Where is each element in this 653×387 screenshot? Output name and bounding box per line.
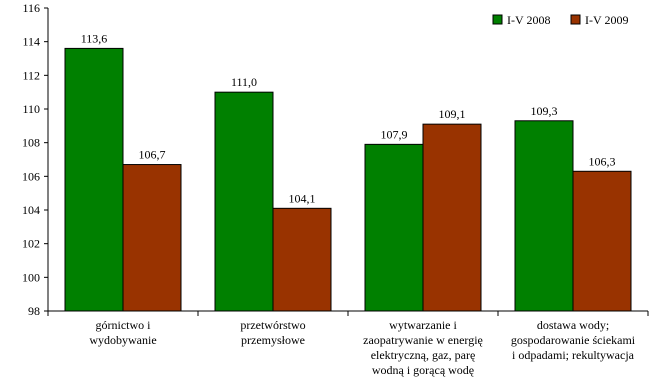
data-label: 109,3 — [531, 104, 558, 118]
category-label: elektryczną, gaz, parę — [371, 348, 476, 362]
y-tick-label: 104 — [22, 203, 40, 217]
category-label: i odpadami; rekultywacja — [512, 348, 635, 362]
y-tick-label: 110 — [22, 102, 40, 116]
legend-swatch — [492, 14, 503, 25]
data-label: 111,0 — [231, 75, 257, 89]
data-label: 113,6 — [81, 31, 108, 45]
bar-i-v-2009 — [122, 164, 182, 312]
category-label: wydobywanie — [89, 333, 156, 347]
category-label: dostawa wody; — [537, 318, 609, 332]
y-tick-label: 98 — [28, 304, 40, 318]
y-tick-label: 100 — [22, 270, 40, 284]
bars — [64, 47, 632, 312]
bar-i-v-2008 — [214, 91, 274, 312]
y-tick-label: 116 — [22, 1, 40, 15]
y-axis: 98 100 102 104 106 108 110 112 114 116 — [22, 1, 49, 318]
y-tick-label: 112 — [22, 68, 40, 82]
x-axis — [47, 310, 649, 316]
y-tick-label: 114 — [22, 35, 40, 49]
y-tick-label: 108 — [22, 136, 40, 150]
bar-i-v-2008 — [364, 143, 424, 312]
legend-swatch — [570, 14, 581, 25]
legend-label: I-V 2009 — [585, 13, 628, 27]
category-label: wodną i gorącą wodę — [372, 363, 474, 377]
category-label: przetwórstwo — [240, 318, 305, 332]
legend: I-V 2008 I-V 2009 — [492, 13, 628, 27]
y-tick-label: 106 — [22, 169, 40, 183]
category-label: górnictwo i — [96, 318, 152, 332]
bar-i-v-2009 — [572, 170, 632, 312]
bar-i-v-2009 — [272, 207, 332, 312]
bar-i-v-2008 — [64, 47, 124, 312]
y-tick-label: 102 — [22, 237, 40, 251]
data-labels: 113,6 111,0 107,9 109,3 106,7 104,1 109,1 106,3 — [81, 31, 616, 205]
category-label: wytwarzanie i — [389, 318, 457, 332]
legend-label: I-V 2008 — [507, 13, 550, 27]
category-label: przemysłowe — [241, 333, 305, 347]
bar-i-v-2009 — [422, 123, 482, 312]
data-label: 104,1 — [289, 191, 316, 205]
data-label: 107,9 — [381, 127, 408, 141]
category-label: zaopatrywanie w energię — [363, 333, 483, 347]
bar-i-v-2008 — [514, 120, 574, 312]
data-label: 106,7 — [139, 148, 166, 162]
category-label: gospodarowanie ściekami — [511, 333, 636, 347]
data-label: 106,3 — [589, 154, 616, 168]
data-label: 109,1 — [439, 107, 466, 121]
